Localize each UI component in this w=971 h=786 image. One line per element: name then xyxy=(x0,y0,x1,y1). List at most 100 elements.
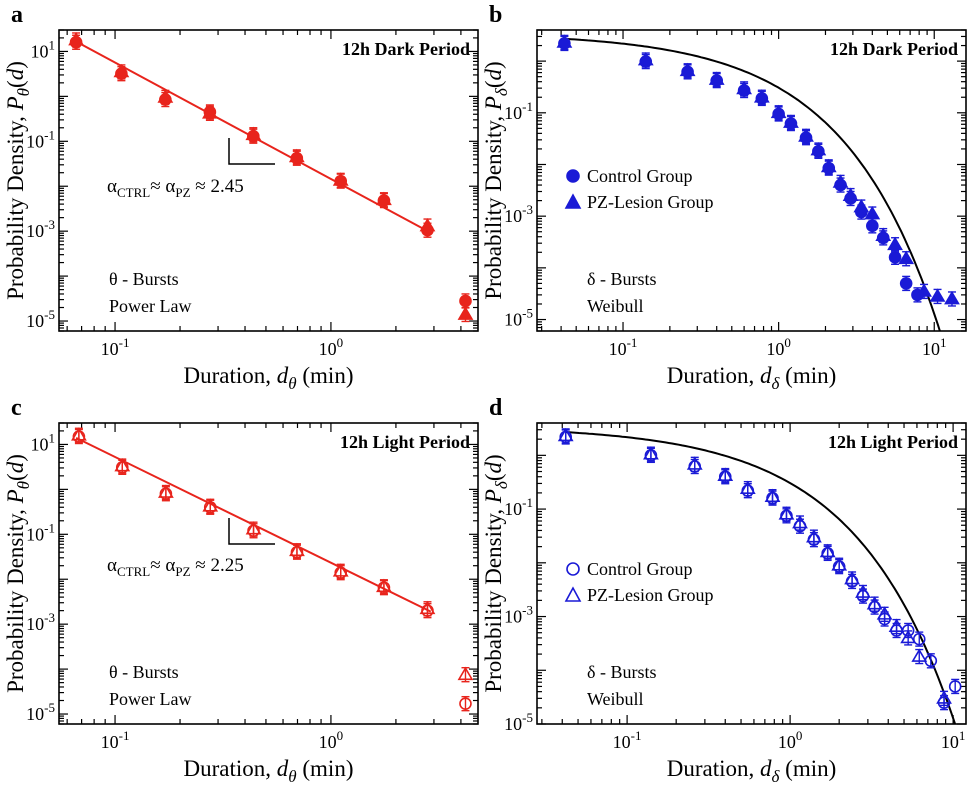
data-point-triangle xyxy=(792,514,808,529)
data-point-triangle xyxy=(853,198,870,213)
data-point-triangle xyxy=(855,584,871,598)
data-point-triangle xyxy=(643,446,659,460)
data-point-triangle xyxy=(875,227,892,241)
fit-type-label: Power Law xyxy=(109,689,191,709)
data-point-triangle xyxy=(806,529,822,543)
x-tick-label: 101 xyxy=(922,335,947,359)
y-tick-label: 10-1 xyxy=(26,127,55,151)
legend-marker-triangle xyxy=(564,586,582,602)
panel-letter: d xyxy=(489,395,503,421)
data-point-triangle xyxy=(113,63,130,78)
y-tick-label: 10-5 xyxy=(26,700,55,724)
data-point-triangle xyxy=(810,141,827,156)
data-point-triangle xyxy=(245,521,262,535)
x-tick-label: 100 xyxy=(319,335,344,359)
data-point-triangle xyxy=(820,158,837,173)
panel-title: 12h Light Period xyxy=(828,432,958,452)
plot-frame xyxy=(58,422,479,725)
data-point-triangle xyxy=(717,467,734,481)
panel-title: 12h Light Period xyxy=(340,432,470,452)
exponent-annotation: αCTRL≈ αPZ ≈ 2.25 xyxy=(107,555,244,579)
y-axis-label-group: Probability Density, Pθ(d) xyxy=(3,61,33,300)
y-axis-label: Probability Density, Pθ(d) xyxy=(3,454,33,693)
y-tick-label: 10-5 xyxy=(504,306,533,330)
data-point-triangle xyxy=(876,606,893,620)
y-tick-label: 101 xyxy=(31,37,56,61)
data-point-triangle xyxy=(376,578,392,593)
data-point-triangle xyxy=(332,172,349,186)
legend-label: PZ-Lesion Group xyxy=(587,192,713,212)
y-tick-label: 10-1 xyxy=(504,99,533,123)
x-tick-label: 10-1 xyxy=(609,335,638,359)
data-point-triangle xyxy=(201,105,218,119)
x-tick-label: 100 xyxy=(319,728,344,752)
data-point-triangle xyxy=(114,457,131,472)
data-point-triangle xyxy=(866,596,883,610)
chart-panel-b: 10-1 100 101 10-5 10-3 10-1 Duration, dδ (min)… xyxy=(481,2,967,393)
exponent-annotation: αCTRL≈ αPZ ≈ 2.45 xyxy=(107,176,244,200)
burst-type-label: θ - Bursts xyxy=(109,269,179,289)
y-axis-label: Probability Density, Pδ(d) xyxy=(481,454,511,692)
data-point-triangle xyxy=(864,205,881,220)
plot-frame xyxy=(58,29,479,332)
x-tick-label: 101 xyxy=(941,728,966,752)
data-point-circle xyxy=(888,251,902,264)
fit-type-label: Weibull xyxy=(587,689,644,709)
y-axis-label-group: Probability Density, Pθ(d) xyxy=(3,454,33,693)
y-axis-label-group: Probability Density, Pδ(d) xyxy=(481,61,511,299)
data-area xyxy=(68,31,474,323)
data-point-triangle xyxy=(944,290,960,305)
y-axis-label: Probability Density, Pδ(d) xyxy=(481,61,511,299)
fit-type-label: Weibull xyxy=(587,296,644,316)
x-tick-label: 10-1 xyxy=(101,728,130,752)
data-point-triangle xyxy=(419,600,436,615)
panel-title: 12h Dark Period xyxy=(342,39,470,59)
data-point-triangle xyxy=(783,114,799,128)
data-point-triangle xyxy=(764,488,781,503)
data-point-triangle xyxy=(831,557,848,571)
panel-letter: b xyxy=(489,2,502,28)
x-tick-label: 100 xyxy=(778,728,803,752)
data-point-triangle xyxy=(739,480,756,495)
legend-marker-circle xyxy=(566,169,580,183)
y-tick-label: 10-1 xyxy=(26,520,55,544)
data-point-triangle xyxy=(708,71,725,85)
panel-letter: c xyxy=(11,395,22,421)
data-point-triangle xyxy=(457,666,474,681)
data-point-circle xyxy=(866,219,879,233)
fit-curve xyxy=(565,431,957,724)
data-point-triangle xyxy=(832,174,849,188)
x-axis-label: Duration, dθ (min) xyxy=(184,756,354,786)
data-point-triangle xyxy=(888,618,905,632)
data-point-triangle xyxy=(916,283,932,297)
data-point-triangle xyxy=(556,34,573,48)
data-point-circle xyxy=(459,697,472,710)
data-point-triangle xyxy=(936,690,952,704)
chart-panel-a: 10-1 100 10-5 10-3 10-1 101 Duration, dθ (min)… xyxy=(3,2,479,393)
y-tick-label: 10-3 xyxy=(504,603,533,627)
panel-letter: a xyxy=(11,2,23,28)
y-tick-label: 10-1 xyxy=(504,495,533,519)
data-point-triangle xyxy=(686,456,703,470)
burst-type-label: δ - Bursts xyxy=(587,662,657,682)
plot-frame xyxy=(536,422,967,725)
burst-type-label: δ - Bursts xyxy=(587,269,657,289)
x-axis-label: Duration, dθ (min) xyxy=(184,363,354,393)
x-axis-label: Duration, dδ (min) xyxy=(667,363,837,393)
data-point-triangle xyxy=(929,288,946,302)
chart-panel-c: 10-1 100 10-5 10-3 10-1 101 Duration, dθ (min)… xyxy=(3,395,479,786)
legend-label: PZ-Lesion Group xyxy=(587,585,713,605)
data-point-triangle xyxy=(798,128,814,142)
data-point-triangle xyxy=(289,542,305,557)
data-point-triangle xyxy=(778,506,795,520)
slope-marker xyxy=(228,518,275,545)
data-point-triangle xyxy=(457,306,474,320)
x-tick-label: 10-1 xyxy=(101,335,130,359)
data-point-triangle xyxy=(419,217,436,232)
data-point-triangle xyxy=(819,543,836,558)
data-point-triangle xyxy=(898,250,915,265)
legend-marker-triangle xyxy=(564,193,582,209)
fit-type-label: Power Law xyxy=(109,296,191,316)
data-point-triangle xyxy=(245,126,262,141)
